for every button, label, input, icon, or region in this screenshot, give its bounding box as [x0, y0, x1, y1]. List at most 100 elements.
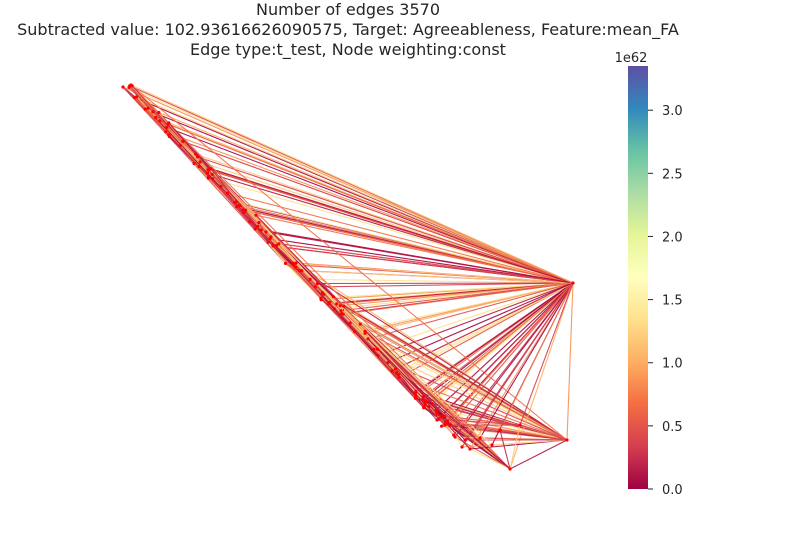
graph-edge [387, 361, 568, 441]
colorbar-tick-label: 0.5 [662, 420, 683, 435]
graph-edge [293, 264, 396, 370]
graph-edge [566, 282, 574, 441]
graph-node [146, 106, 150, 110]
graph-node [498, 428, 502, 432]
graph-edge [444, 282, 574, 426]
graph-edge [359, 323, 445, 417]
title-line-edge-type: Edge type:t_test, Node weighting:const [190, 40, 506, 59]
graph-node [395, 371, 399, 375]
graph-node [257, 220, 261, 225]
graph-edge [122, 86, 200, 167]
graph-node [427, 405, 431, 409]
graph-edge [317, 282, 574, 285]
graph-node [264, 230, 268, 234]
graph-node [294, 265, 298, 269]
graph-node [269, 235, 273, 239]
graph-edge [398, 282, 574, 376]
colorbar-tick-label: 2.5 [662, 167, 683, 182]
graph-node [518, 423, 522, 427]
graph-edge [449, 282, 574, 426]
graph-node [463, 438, 467, 442]
graph-edge [354, 282, 574, 333]
graph-edge [144, 108, 181, 146]
graph-node [154, 116, 158, 120]
graph-edge [364, 282, 574, 334]
graph-node [166, 122, 170, 126]
graph-node [396, 373, 401, 377]
graph-node [413, 396, 418, 400]
graph-node [259, 228, 263, 232]
graph-edge [387, 282, 574, 363]
graph-node [386, 360, 390, 364]
graph-node [468, 447, 472, 451]
graph-node [376, 347, 380, 351]
graph-edge [469, 448, 511, 470]
graph-node [376, 353, 380, 358]
graph-edge [130, 84, 574, 284]
graph-node [195, 155, 200, 159]
graph-edge [367, 338, 471, 450]
nodes-layer [121, 83, 575, 471]
graph-node [440, 414, 444, 418]
graph-edge [265, 231, 574, 284]
graph-node [234, 200, 238, 204]
graph-node [423, 400, 427, 405]
graph-edge [509, 424, 521, 470]
graph-node [157, 110, 161, 115]
graph-node [440, 424, 444, 428]
colorbar-tick-label: 2.0 [662, 230, 683, 245]
graph-edge [166, 126, 574, 284]
graph-node [294, 261, 298, 265]
graph-node [353, 330, 357, 334]
graph-edge [464, 282, 574, 441]
graph-node [444, 421, 448, 425]
graph-edge [340, 282, 574, 307]
graph-node [397, 375, 401, 380]
graph-edge [301, 270, 574, 284]
graph-edge [509, 282, 574, 470]
graph-node [315, 281, 320, 286]
graph-node [181, 139, 185, 143]
graph-node [358, 322, 362, 326]
graph-node [571, 281, 575, 285]
graph-edge [499, 282, 574, 431]
graph-edge [499, 429, 568, 441]
graph-edge [320, 282, 574, 299]
graph-node [393, 367, 398, 371]
graph-edge [320, 297, 379, 356]
graph-node [348, 321, 352, 325]
graph-node [332, 307, 336, 311]
graph-node [197, 165, 201, 169]
graph-edge [269, 238, 574, 284]
graph-edge [438, 418, 521, 426]
graph-edge [278, 243, 574, 284]
graph-node [335, 302, 339, 306]
graph-node [211, 177, 215, 181]
graph-edge [236, 201, 574, 284]
graph-edge [367, 282, 574, 340]
graph-node [508, 467, 512, 471]
colorbar-gradient [628, 66, 648, 489]
colorbar-tick-label: 1.5 [662, 294, 683, 309]
graph-edge [436, 282, 574, 421]
graph-node [206, 175, 211, 179]
graph-node [421, 397, 425, 401]
graph-edge [310, 278, 574, 284]
graph-node [434, 408, 438, 412]
graph-node [256, 224, 260, 229]
graph-edge [519, 282, 574, 426]
graph-node [266, 240, 270, 244]
graph-edge [260, 229, 481, 439]
graph-node [339, 309, 343, 313]
graph-edge [122, 86, 574, 284]
graph-node [390, 369, 394, 373]
graph-edge [377, 282, 574, 357]
graph-node [478, 436, 482, 440]
graph-edge [499, 429, 511, 470]
graph-node [164, 130, 168, 134]
graph-edge [519, 424, 568, 441]
graph-node [421, 395, 425, 399]
graph-edge [130, 84, 568, 441]
graph-edge [197, 156, 574, 284]
graph-node [277, 242, 281, 246]
